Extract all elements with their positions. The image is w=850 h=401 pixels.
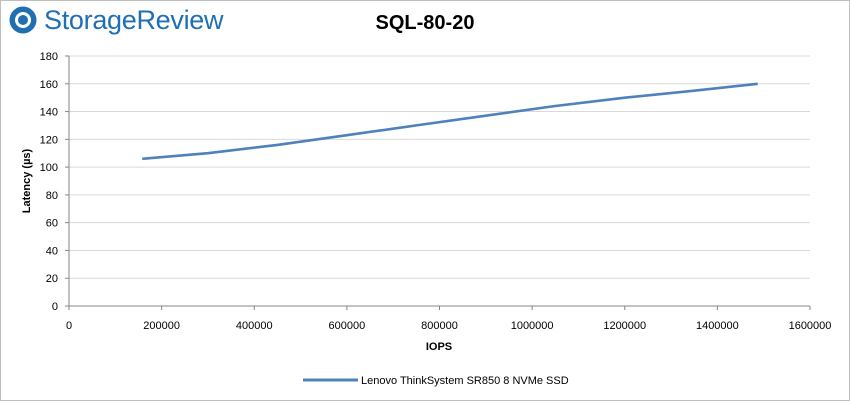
y-tick-label: 180: [40, 51, 58, 63]
x-tick-label: 0: [66, 320, 72, 332]
legend: Lenovo ThinkSystem SR850 8 NVMe SSD: [303, 375, 569, 387]
brand-logo: StorageReview: [8, 4, 224, 35]
x-tick-labels: 0 200000 400000 600000 800000 1000000 1200000 1…: [66, 306, 831, 332]
x-tick-label: 1400000: [696, 320, 739, 332]
y-tick-label: 120: [40, 134, 58, 146]
x-tick-label: 1600000: [789, 320, 832, 332]
x-tick-label: 400000: [236, 320, 273, 332]
storagereview-logo-icon: [9, 6, 37, 34]
y-tick-labels: 0 20 40 60 80 100 120 140 160 180: [40, 51, 69, 313]
legend-label: Lenovo ThinkSystem SR850 8 NVMe SSD: [361, 375, 569, 387]
y-axis-label: Latency (µs): [21, 148, 33, 213]
brand-name: StorageReview: [44, 4, 224, 35]
y-tick-label: 60: [46, 218, 58, 230]
series-lines: [142, 82, 758, 161]
y-tick-label: 80: [46, 190, 58, 202]
series-line: [142, 82, 758, 161]
x-tick-label: 800000: [421, 320, 458, 332]
x-tick-label: 1200000: [603, 320, 646, 332]
y-tick-label: 140: [40, 107, 58, 119]
x-tick-label: 1000000: [511, 320, 554, 332]
x-tick-label: 600000: [329, 320, 366, 332]
chart-title: SQL-80-20: [375, 12, 475, 34]
x-tick-label: 200000: [143, 320, 180, 332]
x-axis-label: IOPS: [426, 341, 452, 353]
y-tick-label: 100: [40, 162, 58, 174]
y-tick-label: 160: [40, 79, 58, 91]
y-tick-label: 20: [46, 273, 58, 285]
y-tick-label: 0: [52, 301, 58, 313]
gridlines: [69, 55, 810, 279]
y-tick-label: 40: [46, 245, 58, 257]
